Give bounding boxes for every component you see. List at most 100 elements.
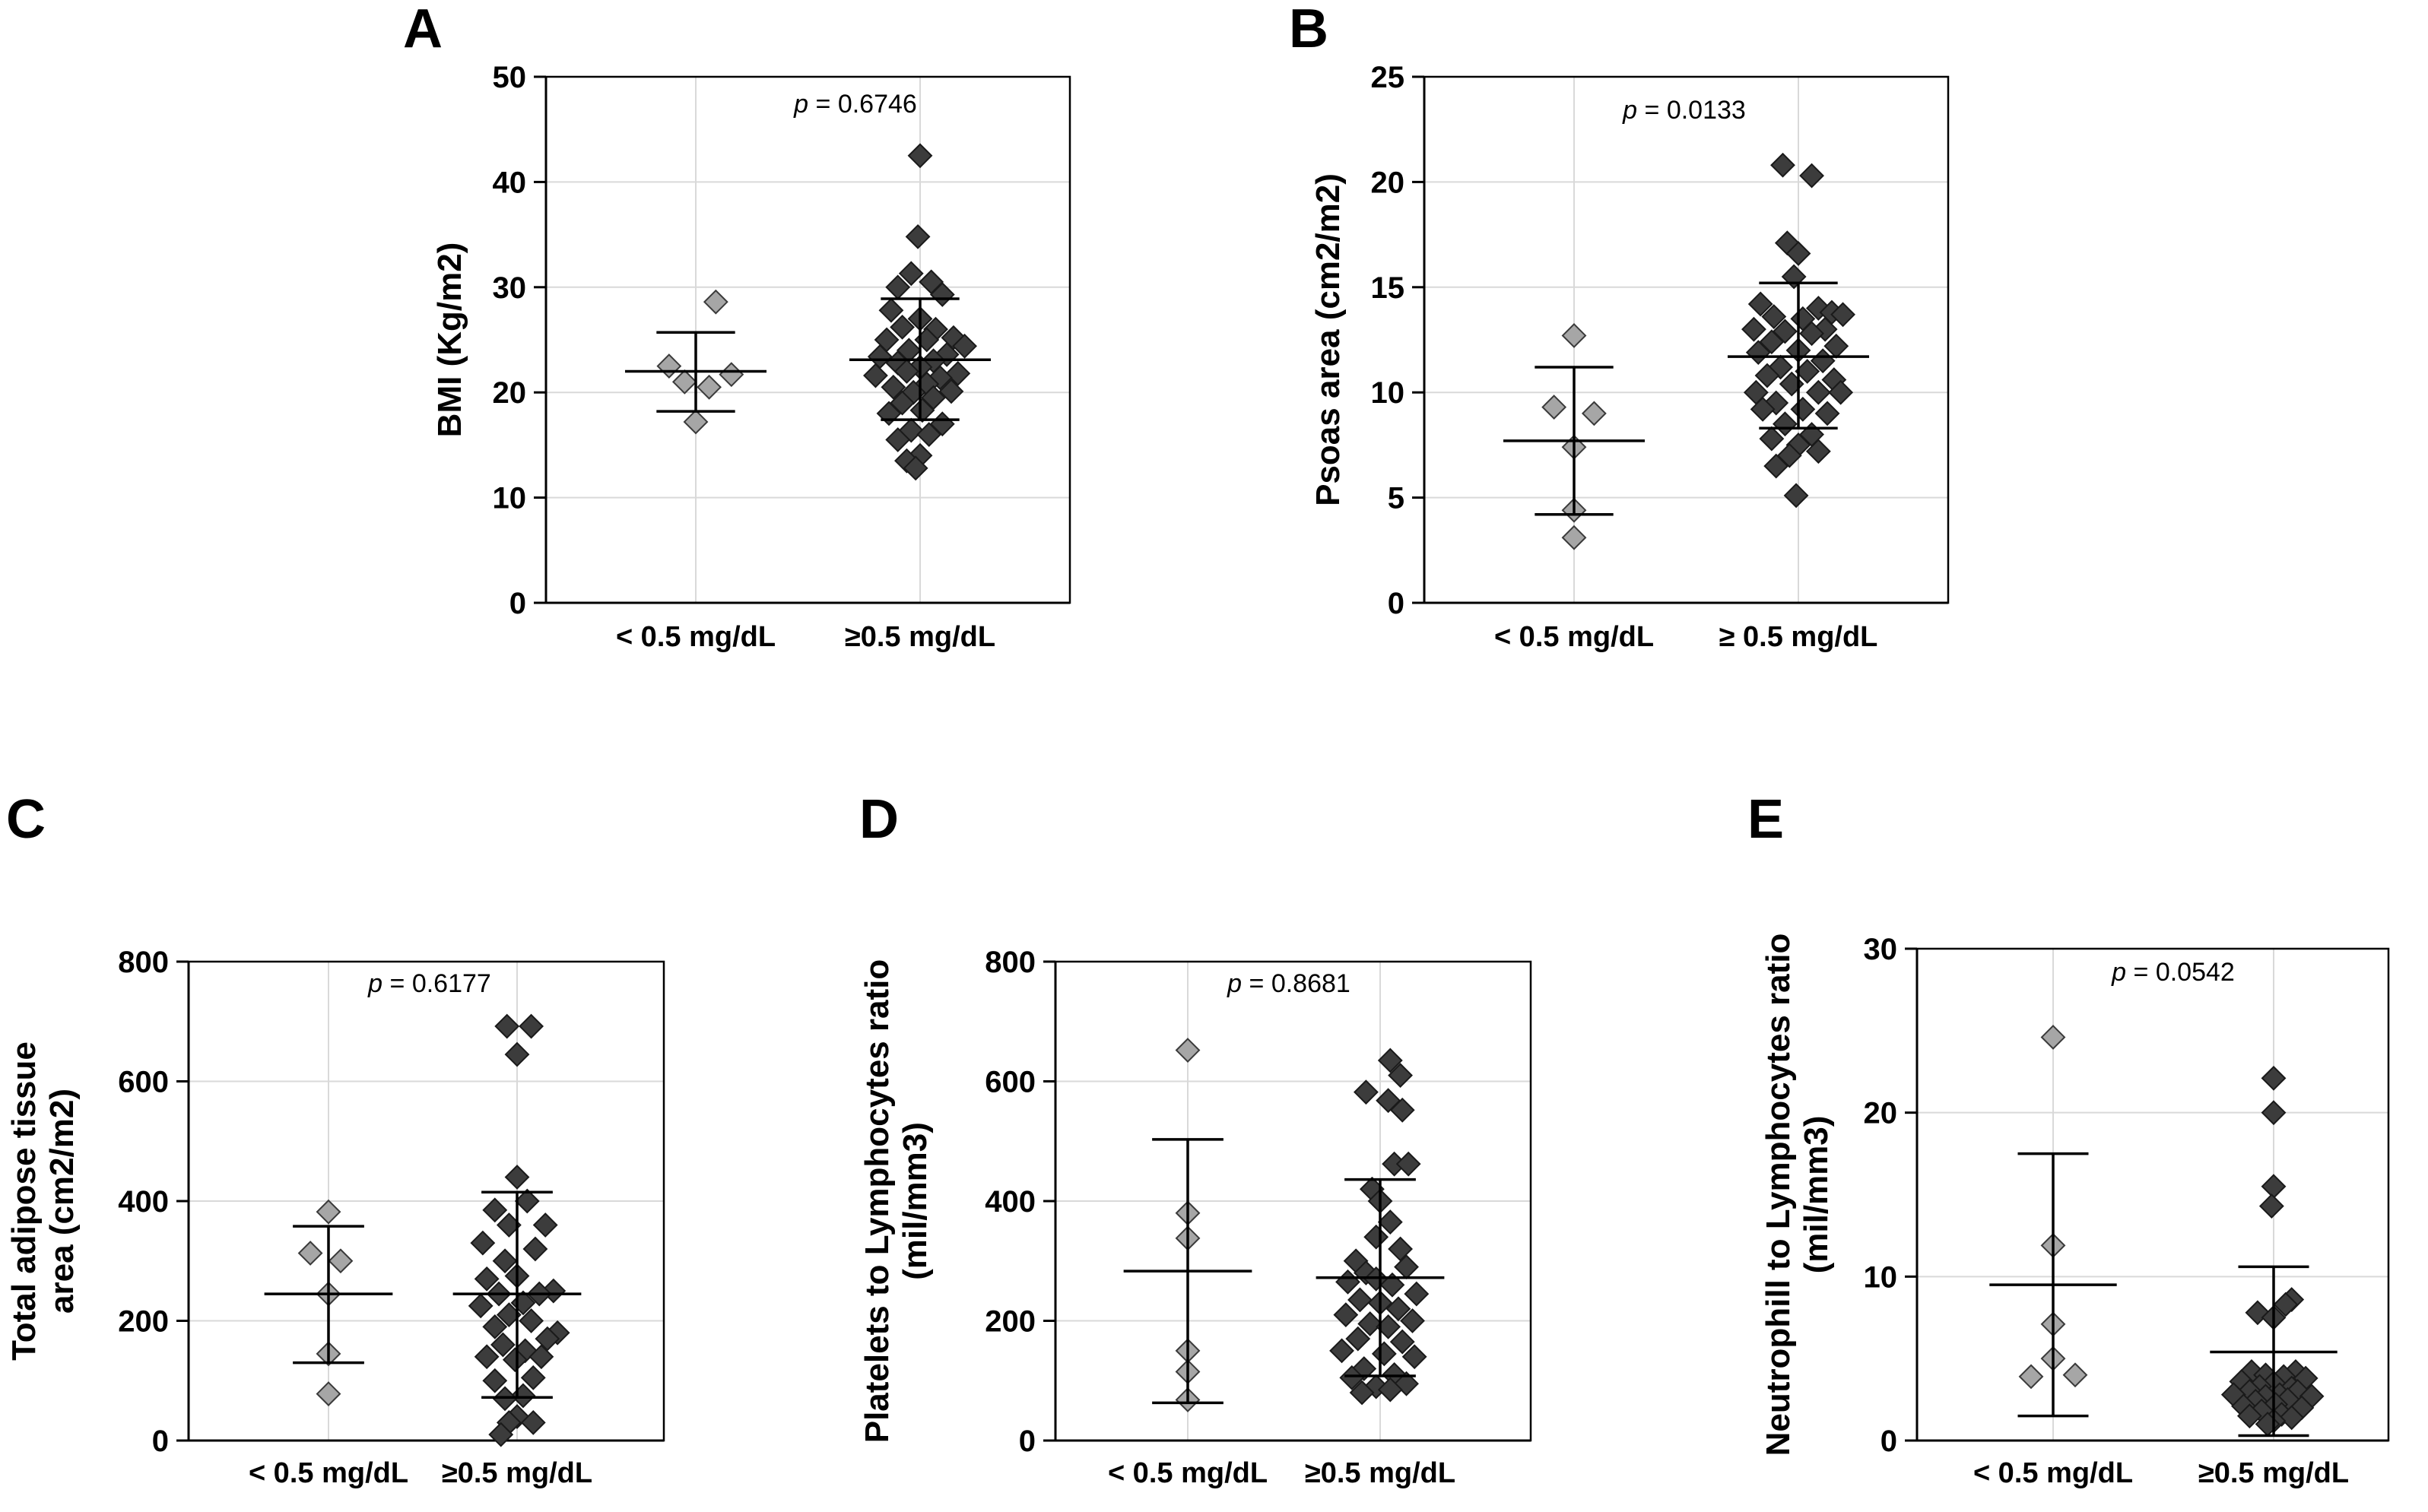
data-point <box>2258 1193 2284 1219</box>
data-point <box>514 1188 540 1214</box>
data-point <box>1347 1287 1373 1313</box>
data-point <box>504 1165 530 1190</box>
data-point <box>504 1041 530 1067</box>
y-axis-label-line: area (cm2/m2) <box>43 1089 81 1314</box>
p-value-label: p = 0.0542 <box>2111 958 2235 987</box>
data-point <box>1353 1079 1379 1105</box>
data-point <box>1799 321 1824 347</box>
p-value-label: p = 0.6746 <box>793 90 917 119</box>
panel-b: B 0 5 10 15 20 25 Psoas area (cm2/m2) < 0.5 mg/d… <box>1289 0 1950 653</box>
data-point <box>885 427 911 452</box>
data-point <box>929 282 955 307</box>
data-point <box>2261 1100 2287 1126</box>
y-tick-label: 40 <box>493 166 527 199</box>
data-point <box>541 1278 567 1304</box>
data-point <box>1333 1302 1359 1328</box>
y-tick-label: 600 <box>985 1066 1036 1099</box>
data-point <box>2273 1292 2299 1317</box>
data-point <box>1805 439 1831 464</box>
data-point <box>1401 1344 1427 1370</box>
data-point <box>468 1293 494 1319</box>
data-point <box>2279 1405 2305 1431</box>
data-point <box>1761 304 1787 329</box>
y-tick-label: 400 <box>118 1185 169 1219</box>
data-point <box>1404 1281 1430 1307</box>
y-axis-label: BMI (Kg/m2) <box>431 242 468 438</box>
data-point <box>1363 1224 1389 1250</box>
data-point <box>1357 1311 1383 1336</box>
data-point <box>1770 152 1795 178</box>
data-point <box>927 365 953 391</box>
panel-e: E 0 10 20 30 Neutrophill to Lymphocytes ratio… <box>1747 789 2390 1489</box>
data-point <box>894 359 919 384</box>
data-point <box>328 1248 354 1274</box>
y-tick-label: 25 <box>1371 61 1405 94</box>
panel-d: D 0 200 400 600 800 Platelets to Lymphocytes r… <box>859 789 1532 1489</box>
data-point <box>905 223 931 249</box>
data-point <box>1759 329 1785 355</box>
data-point <box>532 1212 558 1238</box>
panel-letter: A <box>403 0 443 59</box>
panel-letter: D <box>859 789 899 850</box>
data-point <box>470 1230 496 1256</box>
data-point <box>482 1314 508 1339</box>
x-category-label: ≥0.5 mg/dL <box>845 621 995 653</box>
y-tick-label: 800 <box>985 946 1036 979</box>
data-point <box>519 1308 544 1333</box>
data-point <box>890 390 915 416</box>
data-point <box>1830 302 1855 328</box>
y-tick-label: 200 <box>118 1305 169 1339</box>
y-axis-label-line: (mil/mm3) <box>1798 1116 1835 1274</box>
data-point <box>863 363 888 388</box>
group-low <box>1989 1025 2117 1418</box>
panel-c: C 0 200 400 600 800 Total adipose tissue area (… <box>5 789 665 1489</box>
group-low <box>264 1199 393 1406</box>
data-point <box>535 1326 560 1352</box>
y-tick-label: 20 <box>1864 1097 1898 1130</box>
data-point <box>1377 1209 1403 1235</box>
data-point <box>520 1365 546 1390</box>
data-point <box>1581 401 1607 426</box>
y-tick-label: 400 <box>985 1185 1036 1219</box>
data-point <box>1376 1088 1401 1114</box>
data-point <box>909 398 935 423</box>
y-tick-label: 10 <box>493 482 527 515</box>
y-tick-label: 5 <box>1388 482 1404 515</box>
data-point <box>1773 319 1798 344</box>
data-point <box>1785 241 1811 266</box>
p-symbol: p <box>2111 958 2126 987</box>
data-point <box>2261 1174 2287 1200</box>
data-point <box>938 379 964 404</box>
data-point <box>1763 453 1789 479</box>
data-point <box>1394 1371 1419 1396</box>
data-point <box>1747 291 1773 317</box>
y-axis-label-line: (mil/mm3) <box>897 1122 934 1280</box>
p-value-text: = 0.6177 <box>382 969 491 998</box>
data-point <box>1379 1272 1405 1298</box>
data-point <box>1395 1151 1421 1177</box>
data-point <box>520 1409 546 1435</box>
data-point <box>1363 1374 1389 1399</box>
group-high <box>2210 1065 2338 1438</box>
data-point <box>494 1013 520 1039</box>
data-point <box>1371 1341 1397 1367</box>
y-tick-label: 10 <box>1371 376 1405 410</box>
data-point <box>1768 354 1793 380</box>
data-point <box>474 1344 500 1370</box>
y-tick-label: 800 <box>118 946 169 979</box>
p-value-text: = 0.8681 <box>1242 969 1350 998</box>
x-category-label: < 0.5 mg/dL <box>1494 621 1654 653</box>
x-category-label: < 0.5 mg/dL <box>1973 1457 2133 1489</box>
data-point <box>1345 1326 1371 1352</box>
data-point <box>1388 1236 1413 1262</box>
x-category-label: ≥0.5 mg/dL <box>442 1457 592 1489</box>
data-point <box>1339 1365 1365 1390</box>
y-tick-label: 0 <box>1881 1425 1897 1458</box>
data-point <box>316 1199 341 1225</box>
x-category-label: < 0.5 mg/dL <box>616 621 776 653</box>
data-point <box>1561 525 1587 550</box>
plot-frame <box>1423 75 1950 604</box>
y-tick-label: 30 <box>493 271 527 305</box>
data-point <box>502 1347 528 1373</box>
data-point <box>1814 401 1840 426</box>
